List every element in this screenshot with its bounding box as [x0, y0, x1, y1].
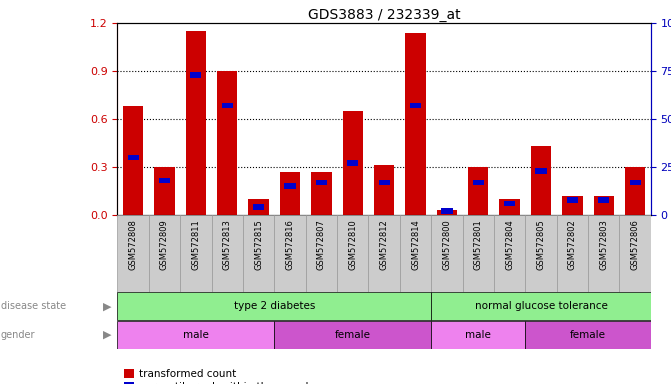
Bar	[253, 204, 264, 210]
FancyBboxPatch shape	[117, 321, 274, 349]
Text: ▶: ▶	[103, 330, 111, 340]
Text: GSM572804: GSM572804	[505, 219, 514, 270]
Text: percentile rank within the sample: percentile rank within the sample	[139, 382, 315, 384]
FancyBboxPatch shape	[462, 215, 494, 292]
FancyBboxPatch shape	[525, 321, 651, 349]
FancyBboxPatch shape	[557, 215, 588, 292]
Bar	[186, 31, 206, 215]
Bar	[437, 210, 457, 215]
Text: type 2 diabetes: type 2 diabetes	[234, 301, 315, 311]
Bar	[468, 167, 488, 215]
FancyBboxPatch shape	[619, 215, 651, 292]
Text: GSM572812: GSM572812	[380, 219, 389, 270]
Bar	[280, 172, 300, 215]
Bar	[316, 180, 327, 185]
Bar	[378, 180, 390, 185]
Text: GSM572805: GSM572805	[537, 219, 546, 270]
Text: disease state: disease state	[1, 301, 66, 311]
Bar	[535, 168, 547, 174]
Bar	[374, 166, 395, 215]
Text: GSM572800: GSM572800	[442, 219, 452, 270]
Text: GSM572811: GSM572811	[191, 219, 201, 270]
Bar	[191, 72, 201, 78]
Bar	[567, 197, 578, 203]
Text: GSM572813: GSM572813	[223, 219, 231, 270]
FancyBboxPatch shape	[368, 215, 400, 292]
Bar	[499, 199, 520, 215]
Text: transformed count: transformed count	[139, 369, 236, 379]
Text: GSM572809: GSM572809	[160, 219, 169, 270]
FancyBboxPatch shape	[274, 215, 306, 292]
Bar	[343, 111, 363, 215]
Text: normal glucose tolerance: normal glucose tolerance	[474, 301, 607, 311]
FancyBboxPatch shape	[431, 215, 462, 292]
Text: GSM572803: GSM572803	[599, 219, 609, 270]
Text: GSM572816: GSM572816	[285, 219, 295, 270]
FancyBboxPatch shape	[149, 215, 180, 292]
Bar	[217, 71, 238, 215]
FancyBboxPatch shape	[211, 215, 243, 292]
Text: GSM572815: GSM572815	[254, 219, 263, 270]
FancyBboxPatch shape	[525, 215, 557, 292]
Text: male: male	[183, 330, 209, 340]
Bar	[311, 172, 331, 215]
Text: GSM572802: GSM572802	[568, 219, 577, 270]
Bar	[562, 196, 582, 215]
FancyBboxPatch shape	[431, 321, 525, 349]
Title: GDS3883 / 232339_at: GDS3883 / 232339_at	[308, 8, 460, 22]
Bar	[159, 177, 170, 184]
Bar	[221, 103, 233, 109]
Bar	[123, 106, 144, 215]
Text: female: female	[570, 330, 606, 340]
Bar	[285, 184, 296, 189]
FancyBboxPatch shape	[180, 215, 211, 292]
FancyBboxPatch shape	[494, 215, 525, 292]
Bar	[531, 146, 552, 215]
Bar	[154, 167, 174, 215]
Bar	[248, 199, 269, 215]
Bar	[472, 180, 484, 185]
FancyBboxPatch shape	[337, 215, 368, 292]
Text: GSM572801: GSM572801	[474, 219, 483, 270]
Text: gender: gender	[1, 330, 35, 340]
Bar	[127, 155, 139, 161]
Bar	[625, 167, 646, 215]
FancyBboxPatch shape	[400, 215, 431, 292]
Bar	[594, 196, 614, 215]
FancyBboxPatch shape	[274, 321, 431, 349]
Bar	[442, 208, 452, 214]
Text: ▶: ▶	[103, 301, 111, 311]
Text: female: female	[335, 330, 371, 340]
FancyBboxPatch shape	[243, 215, 274, 292]
Text: GSM572810: GSM572810	[348, 219, 357, 270]
Text: GSM572806: GSM572806	[631, 219, 639, 270]
Bar	[629, 180, 641, 185]
Text: GSM572807: GSM572807	[317, 219, 326, 270]
Bar	[410, 103, 421, 109]
Bar	[405, 33, 425, 215]
Text: male: male	[466, 330, 491, 340]
Text: GSM572808: GSM572808	[129, 219, 138, 270]
FancyBboxPatch shape	[588, 215, 619, 292]
FancyBboxPatch shape	[117, 293, 431, 320]
FancyBboxPatch shape	[117, 215, 149, 292]
FancyBboxPatch shape	[431, 293, 651, 320]
FancyBboxPatch shape	[306, 215, 337, 292]
Bar	[504, 201, 515, 207]
Bar	[598, 197, 609, 203]
Text: GSM572814: GSM572814	[411, 219, 420, 270]
Bar	[347, 161, 358, 166]
